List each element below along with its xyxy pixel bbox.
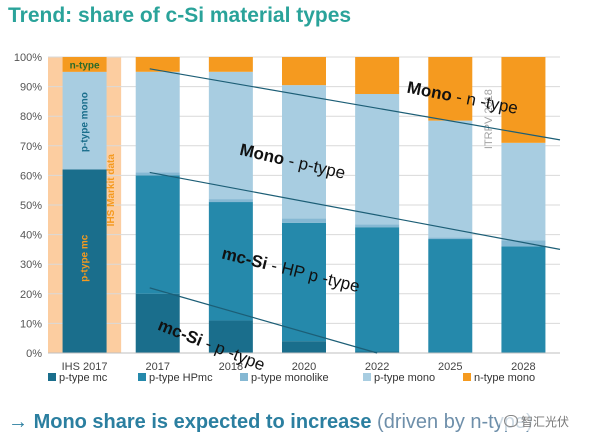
bar-segment: [135, 175, 180, 294]
watermark-text: 智汇光伏: [521, 415, 570, 429]
bar-segment: [355, 227, 400, 352]
bar-segment: [428, 57, 473, 121]
bar-segment: [282, 57, 326, 86]
x-tick-label: 2018: [219, 361, 243, 373]
bar-segment: [355, 94, 400, 225]
bar-segment: [282, 85, 326, 219]
bar-segment: [501, 246, 546, 353]
y-tick-label: 30%: [20, 259, 42, 271]
bar-segment: [62, 169, 107, 353]
legend-entry: p-type HPmc: [138, 372, 213, 384]
x-tick-label: 2017: [145, 361, 169, 373]
y-tick-label: 40%: [20, 230, 42, 242]
itrpv-annotation: ITRPV 2018: [483, 89, 495, 149]
footer-main-text: Mono share is expected to increase: [33, 411, 372, 433]
bar-segment: [501, 57, 546, 143]
legend-label: n-type mono: [474, 372, 535, 384]
y-tick-label: 100%: [14, 52, 42, 64]
bar-segment: [282, 218, 326, 223]
legend-label: p-type HPmc: [149, 372, 213, 384]
ihs-ntype-label: n-type: [70, 60, 100, 71]
chart-title: Trend: share of c-Si material types: [8, 4, 352, 27]
legend-entry: n-type mono: [463, 372, 535, 384]
watermark: 智汇光伏: [500, 412, 574, 431]
bar-segment: [135, 293, 180, 353]
bar-segment: [428, 120, 473, 238]
legend-swatch: [363, 373, 371, 381]
y-tick-label: 10%: [20, 318, 42, 330]
bar-segment: [208, 320, 253, 353]
y-tick-label: 0%: [26, 348, 42, 360]
bar-segment: [355, 57, 400, 94]
bar-segment: [62, 71, 107, 170]
legend-entry: p-type mono: [363, 372, 435, 384]
y-tick-label: 90%: [20, 82, 42, 94]
bar-segment: [62, 57, 107, 72]
legend-label: p-type monolike: [251, 372, 329, 384]
ihs-ptype-mc-label: p-type mc: [80, 234, 91, 282]
legend-swatch: [48, 373, 56, 381]
legend-swatch: [463, 373, 471, 381]
legend-label: p-type mc: [59, 372, 108, 384]
bar-segment: [282, 222, 326, 342]
ihs-source-label: IHS Markit data: [106, 154, 117, 227]
x-tick-label: 2028: [511, 361, 535, 373]
footer-paren-text: (driven by n-type): [377, 411, 533, 433]
y-tick-label: 60%: [20, 170, 42, 182]
legend-entry: p-type mc: [48, 372, 108, 384]
x-tick-label: 2020: [292, 361, 316, 373]
bar-segment: [355, 351, 400, 353]
ihs-ptype-mono-label: p-type mono: [80, 92, 91, 152]
bar-segment: [135, 57, 180, 72]
footer-conclusion: → Mono share is expected to increase (dr…: [8, 411, 533, 434]
trend-line: [149, 171, 561, 250]
arrow-icon: →: [8, 411, 28, 433]
legend-swatch: [138, 373, 146, 381]
legend-entry: p-type monolike: [240, 372, 329, 384]
y-tick-label: 80%: [20, 111, 42, 123]
bar-segment: [501, 142, 546, 241]
trend-line: [149, 287, 378, 354]
wechat-icon: [504, 415, 518, 427]
bar-segment: [208, 57, 253, 72]
x-tick-label: 2022: [365, 361, 389, 373]
bar-segment: [501, 240, 546, 247]
bar-segment: [208, 202, 253, 321]
bar-segment: [428, 237, 473, 240]
bar-segment: [355, 224, 400, 228]
y-tick-label: 70%: [20, 141, 42, 153]
legend-swatch: [240, 373, 248, 381]
legend-label: p-type mono: [374, 372, 435, 384]
x-tick-label: IHS 2017: [62, 361, 108, 373]
y-tick-label: 50%: [20, 200, 42, 212]
bar-segment: [208, 199, 253, 203]
trend-line: [149, 68, 561, 141]
bar-segment: [282, 341, 326, 353]
x-tick-label: 2025: [438, 361, 462, 373]
bar-segment: [428, 239, 473, 353]
y-tick-label: 20%: [20, 289, 42, 301]
bar-segment: [208, 71, 253, 200]
bar-segment: [135, 71, 180, 173]
